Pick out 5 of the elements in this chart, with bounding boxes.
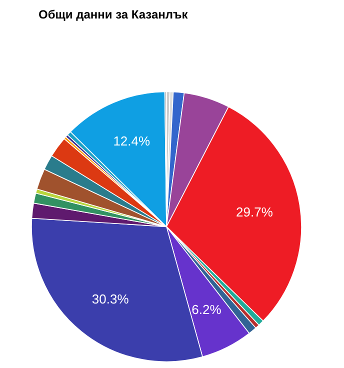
data-label: 6.2%	[192, 302, 222, 318]
data-label: 12.4%	[113, 134, 150, 149]
data-label: 29.7%	[236, 204, 274, 220]
chart-title: Общи данни за Казанлък	[38, 8, 189, 22]
data-label: 30.3%	[92, 291, 130, 306]
